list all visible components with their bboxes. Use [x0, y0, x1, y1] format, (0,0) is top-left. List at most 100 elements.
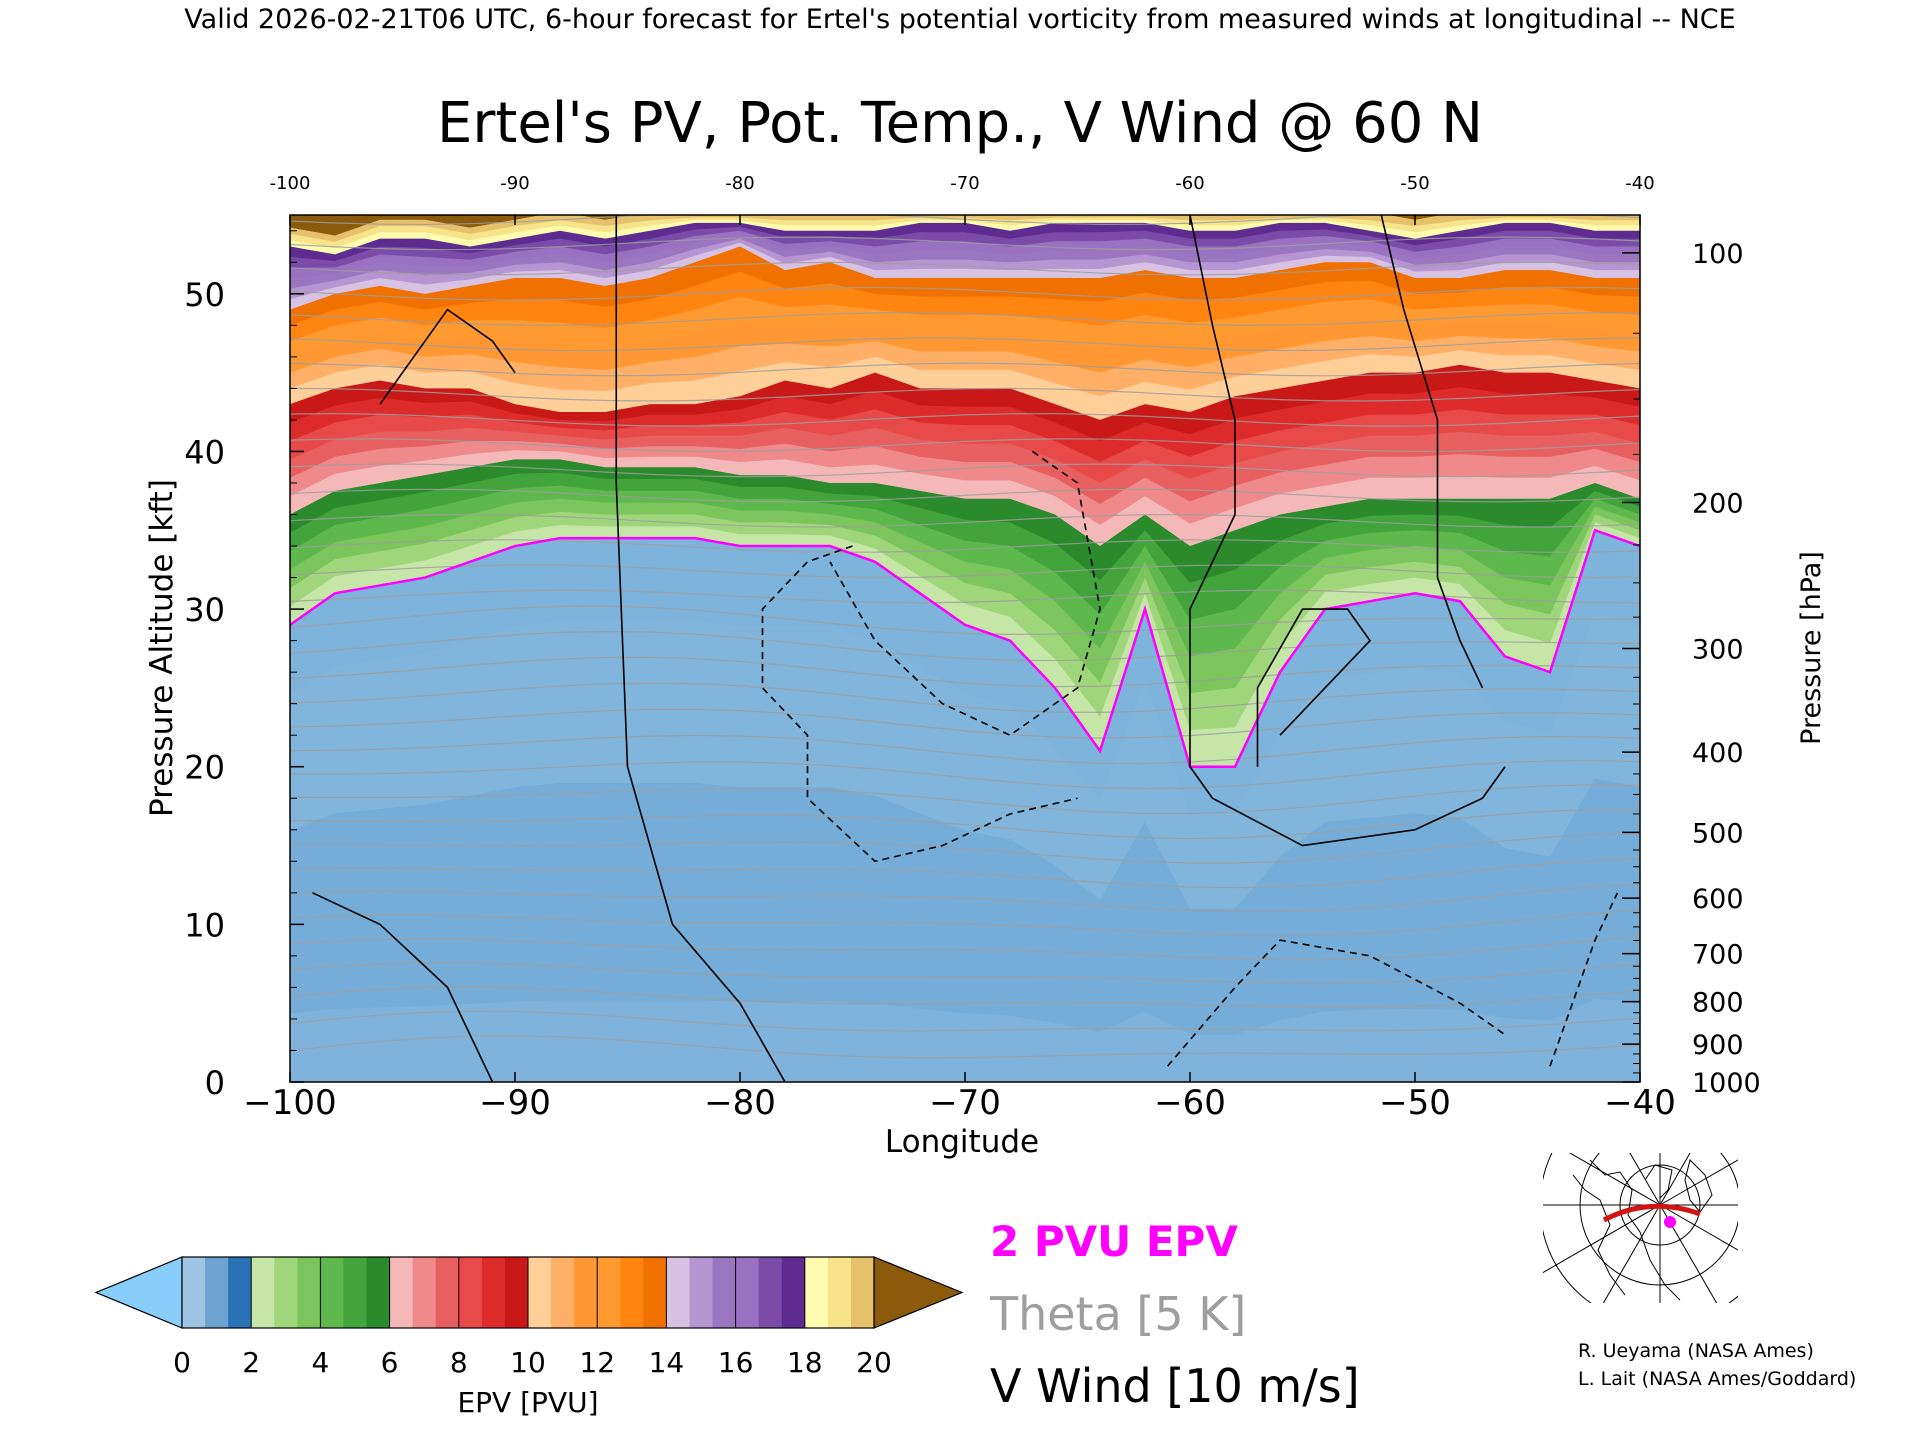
colorbar-segment [643, 1257, 667, 1328]
theta-contour [290, 539, 1640, 553]
v-wind-solid-contour [1189, 215, 1506, 847]
colorbar-segment [228, 1257, 252, 1328]
colorbar-segment [366, 1257, 391, 1328]
y-tick-label: 20 [184, 749, 225, 787]
x-tick-label: −90 [479, 1083, 551, 1123]
colorbar-tick-label: 12 [579, 1346, 615, 1379]
y-tick-label: 0 [205, 1064, 225, 1102]
theta-contour [290, 883, 1640, 913]
pv2-contour [290, 528, 1640, 768]
legend-pv: 2 PVU EPV [990, 1217, 1238, 1266]
y2-axis-label: Pressure [hPa] [1796, 551, 1827, 745]
credit-line-2: L. Lait (NASA Ames/Goddard) [1578, 1368, 1857, 1390]
colorbar-segment [827, 1257, 852, 1328]
colorbar-segment [435, 1257, 460, 1328]
x-tick-label: −70 [929, 1083, 1001, 1123]
colorbar-tick-label: 0 [173, 1346, 191, 1379]
v-wind-solid-contour [1256, 608, 1372, 767]
theta-contour [290, 362, 1640, 377]
pressure-tick-label: 700 [1692, 940, 1744, 971]
theta-contour [290, 286, 1640, 301]
colorbar-segment [343, 1257, 368, 1328]
x-tick-label: −50 [1379, 1083, 1451, 1123]
map-meridian [1602, 1204, 1661, 1303]
v-wind-dashed-contour [1166, 939, 1506, 1067]
colorbar-segment [389, 1257, 414, 1328]
x-tick-label: −40 [1604, 1083, 1676, 1123]
theta-contour [290, 708, 1640, 739]
pressure-tick-label: 500 [1692, 818, 1744, 849]
x-axis-label: Longitude [885, 1124, 1039, 1160]
pressure-tick-label: 900 [1692, 1030, 1744, 1061]
colorbar-segment [574, 1257, 598, 1328]
x-top-tick-label: -70 [950, 173, 979, 194]
theta-contour [290, 312, 1640, 326]
colorbar-over-arrow [873, 1256, 964, 1329]
v-wind-dashed-contour [829, 450, 1101, 737]
theta-contour [290, 236, 1640, 251]
x-top-tick-label: -100 [270, 173, 311, 194]
epv-over-band [290, 215, 1442, 236]
epv-band [290, 215, 1640, 249]
theta-contours [290, 215, 1640, 1059]
x-top-tick-label: -60 [1175, 173, 1204, 194]
y-tick-label: 40 [184, 433, 225, 471]
x-tick-label: −60 [1154, 1083, 1226, 1123]
theta-contour [290, 760, 1640, 790]
v-wind-contours [312, 215, 1619, 1082]
colorbar-tick-label: 14 [649, 1346, 685, 1379]
legend-wind: V Wind [10 m/s] [990, 1359, 1360, 1413]
colorbar-segment [481, 1257, 506, 1328]
v-wind-dashed-contour [761, 545, 1078, 863]
theta-contour [290, 986, 1640, 1008]
colorbar-tick-label: 20 [856, 1346, 892, 1379]
map-meridian [1543, 1204, 1661, 1274]
colorbar-under-arrow [94, 1256, 183, 1329]
theta-contour [290, 605, 1640, 635]
map-cross-section-line [1602, 1203, 1701, 1223]
colorbar-tick-label: 16 [718, 1346, 754, 1379]
legend-theta: Theta [5 K] [989, 1287, 1246, 1341]
theta-contour [290, 833, 1640, 864]
theta-contour [290, 858, 1640, 889]
colorbar-segment [182, 1257, 206, 1328]
colorbar-tick-label: 10 [510, 1346, 546, 1379]
colorbar-segment [458, 1257, 483, 1328]
colorbar-segment [712, 1257, 737, 1328]
colorbar-segment [620, 1257, 644, 1328]
colorbar-segment [597, 1257, 621, 1328]
v-wind-solid-contour [312, 892, 494, 1082]
theta-contour [290, 261, 1640, 276]
map-graticule [1543, 1153, 1738, 1303]
axes: −100 -100 −90 -90 −80 -80 −70 -70 −60 -60 −50 -50 −4… [144, 173, 1827, 1160]
map-meridian [1659, 1159, 1738, 1206]
pressure-tick-label: 100 [1692, 239, 1744, 270]
colorbar-segment [666, 1257, 690, 1328]
theta-contour [290, 808, 1640, 840]
theta-contour [290, 734, 1640, 765]
v-wind-solid-contour [1380, 215, 1484, 689]
pressure-tick-label: 800 [1692, 988, 1744, 1019]
pressure-tick-label: 300 [1692, 635, 1744, 666]
colorbar-segment [528, 1257, 552, 1328]
theta-contour [290, 784, 1640, 815]
theta-contour [290, 936, 1640, 961]
epv-field [290, 215, 1640, 1082]
map-meridian [1659, 1204, 1718, 1303]
x-top-tick-label: -40 [1625, 173, 1654, 194]
pressure-tick-label: 400 [1692, 738, 1744, 769]
chart-title: Ertel's PV, Pot. Temp., V Wind @ 60 N [437, 91, 1483, 156]
theta-contour [290, 387, 1640, 402]
colorbar-segment [251, 1257, 275, 1328]
map-frame [1543, 1153, 1738, 1303]
x-top-tick-label: -90 [500, 173, 529, 194]
colorbar-segment [758, 1257, 783, 1328]
map-meridian [1659, 1153, 1691, 1206]
colorbar: 0 2 4 6 8 10 12 14 16 18 20 EPV [PVU] [94, 1256, 964, 1419]
colorbar-tick-label: 2 [242, 1346, 260, 1379]
colorbar-segment [205, 1257, 229, 1328]
theta-contour [290, 488, 1640, 503]
y-tick-label: 50 [184, 276, 225, 314]
y-axis-label: Pressure Altitude [kft] [144, 479, 180, 817]
y-tick-label: 30 [184, 591, 225, 629]
